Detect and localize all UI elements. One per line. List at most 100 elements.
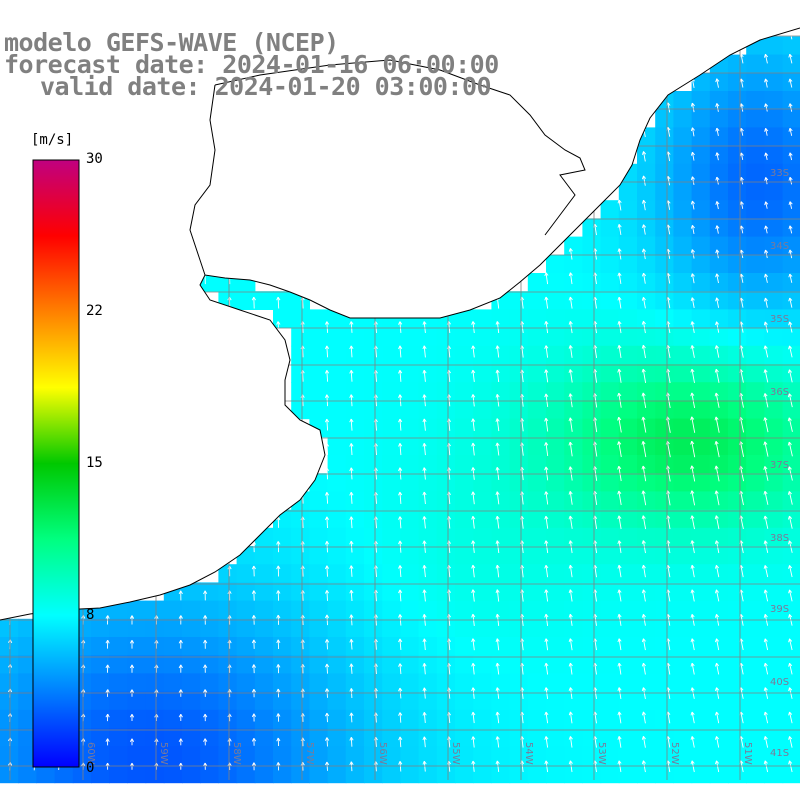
wind-arrow bbox=[641, 392, 647, 408]
wind-cell bbox=[218, 637, 238, 656]
wind-cell bbox=[509, 418, 529, 438]
wind-arrow bbox=[714, 589, 720, 602]
wind-cell bbox=[455, 345, 474, 365]
wind-cell bbox=[728, 546, 747, 565]
wind-cell bbox=[728, 91, 747, 110]
wind-cell bbox=[691, 145, 711, 165]
wind-arrow bbox=[617, 490, 622, 506]
wind-cell bbox=[527, 637, 547, 656]
wind-cell bbox=[637, 309, 656, 329]
wind-arrow bbox=[544, 711, 549, 724]
wind-cell bbox=[491, 473, 511, 492]
wind-cell bbox=[691, 527, 711, 547]
wind-cell bbox=[327, 527, 347, 547]
wind-cell bbox=[382, 618, 401, 638]
wind-cell bbox=[782, 72, 800, 92]
wind-cell bbox=[764, 637, 784, 656]
wind-cell bbox=[673, 91, 693, 110]
wind-arrow bbox=[495, 515, 500, 529]
wind-arrow bbox=[641, 416, 647, 433]
wind-arrow bbox=[788, 297, 793, 308]
wind-arrow bbox=[641, 344, 646, 359]
wind-cell bbox=[309, 546, 329, 565]
wind-arrow bbox=[398, 565, 403, 578]
wind-cell bbox=[527, 691, 547, 711]
wind-cell bbox=[728, 200, 747, 219]
wind-arrow bbox=[690, 249, 695, 259]
wind-arrow bbox=[690, 102, 695, 113]
wind-cell bbox=[746, 491, 765, 511]
wind-cell bbox=[418, 327, 438, 347]
wind-cell bbox=[728, 491, 747, 511]
wind-arrow bbox=[690, 711, 695, 724]
wind-cell bbox=[109, 746, 128, 765]
wind-arrow bbox=[495, 736, 500, 748]
wind-cell bbox=[764, 728, 784, 747]
wind-cell bbox=[400, 473, 420, 492]
wind-arrow bbox=[714, 760, 720, 773]
wind-arrow bbox=[422, 663, 427, 675]
wind-cell bbox=[218, 618, 238, 638]
wind-arrow bbox=[714, 662, 720, 675]
wind-arrow bbox=[203, 762, 208, 770]
wind-cell bbox=[637, 291, 656, 310]
wind-cell bbox=[618, 236, 638, 256]
wind-cell bbox=[291, 345, 310, 365]
wind-cell bbox=[127, 600, 147, 620]
wind-cell bbox=[764, 236, 784, 256]
wind-cell bbox=[728, 673, 747, 693]
wind-cell bbox=[564, 473, 583, 492]
wind-arrow bbox=[544, 491, 549, 505]
wind-cell bbox=[618, 564, 638, 583]
wind-cell bbox=[127, 728, 147, 747]
wind-arrow bbox=[763, 565, 769, 578]
wind-cell bbox=[709, 637, 729, 656]
wind-arrow bbox=[251, 639, 256, 649]
wind-cell bbox=[691, 364, 711, 383]
wind-cell bbox=[600, 418, 620, 438]
lat-label: 33S bbox=[770, 168, 789, 179]
wind-arrow bbox=[764, 152, 769, 161]
wind-cell bbox=[345, 546, 365, 565]
wind-cell bbox=[764, 218, 784, 238]
wind-arrow bbox=[544, 296, 549, 309]
wind-cell bbox=[273, 291, 292, 310]
wind-cell bbox=[182, 764, 201, 784]
wind-arrow bbox=[714, 515, 720, 530]
wind-cell bbox=[746, 163, 765, 183]
wind-arrow bbox=[714, 565, 720, 578]
wind-arrow bbox=[568, 441, 573, 457]
wind-cell bbox=[491, 746, 511, 765]
wind-cell bbox=[655, 509, 674, 529]
wind-arrow bbox=[349, 639, 354, 650]
colorbar-tick-22: 22 bbox=[86, 303, 103, 319]
wind-cell bbox=[327, 600, 347, 620]
wind-arrow bbox=[495, 321, 500, 334]
wind-cell bbox=[582, 728, 602, 747]
latitude-labels: 33S 34S 35S 36S 37S 38S 39S 40S 41S bbox=[770, 168, 789, 759]
wind-cell bbox=[236, 637, 256, 656]
lat-label: 34S bbox=[770, 241, 789, 252]
wind-arrow bbox=[617, 248, 622, 260]
wind-cell bbox=[491, 600, 511, 620]
wind-cell bbox=[109, 728, 128, 747]
wind-cell bbox=[418, 673, 438, 693]
wind-arrow bbox=[422, 491, 427, 505]
wind-arrow bbox=[471, 760, 476, 772]
wind-cell bbox=[382, 746, 401, 765]
wind-cell bbox=[455, 491, 474, 511]
wind-cell bbox=[564, 509, 583, 529]
wind-cell bbox=[746, 728, 765, 747]
wind-cell bbox=[200, 655, 219, 674]
wind-cell bbox=[491, 637, 511, 656]
wind-cell bbox=[327, 582, 347, 602]
wind-cell bbox=[436, 564, 456, 583]
wind-cell bbox=[582, 546, 602, 565]
wind-cell bbox=[455, 309, 474, 329]
wind-arrow bbox=[349, 467, 354, 480]
wind-cell bbox=[491, 655, 511, 674]
wind-cell bbox=[618, 527, 638, 547]
wind-arrow bbox=[690, 297, 695, 309]
wind-arrow bbox=[324, 737, 330, 747]
wind-arrow bbox=[787, 393, 793, 408]
